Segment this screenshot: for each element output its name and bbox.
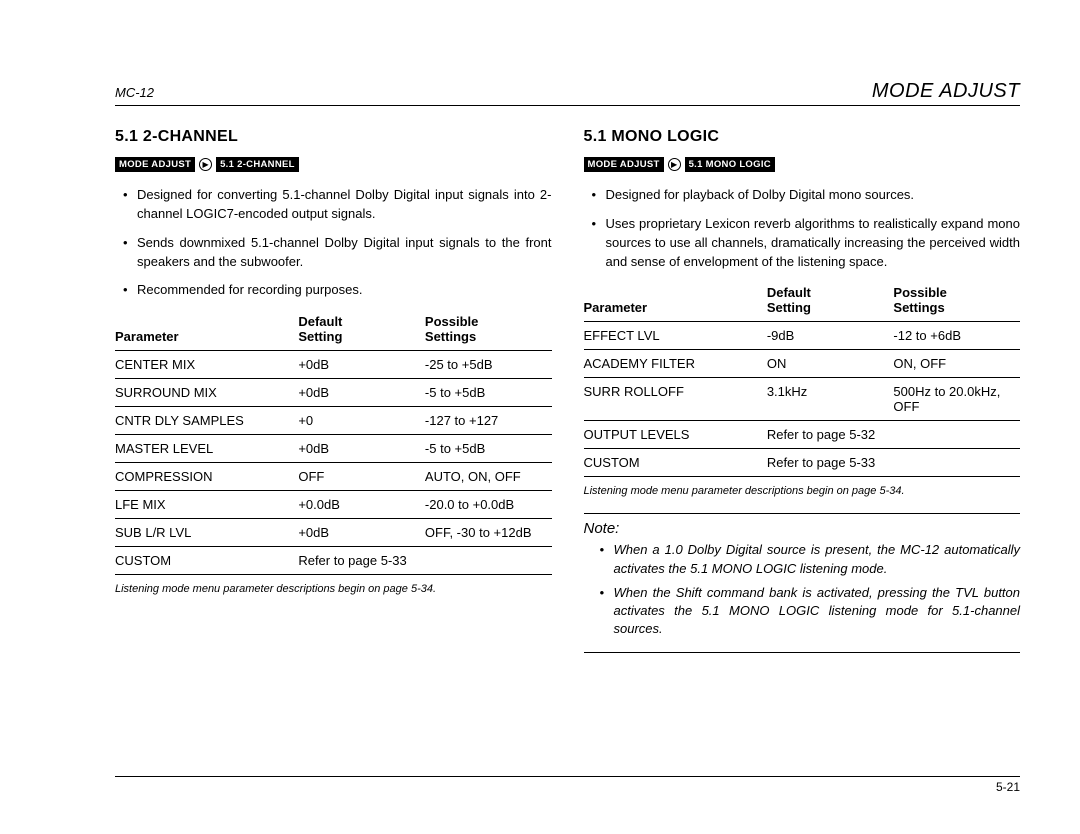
table-row: MASTER LEVEL+0dB-5 to +5dB — [115, 435, 552, 463]
cell-possible: -127 to +127 — [425, 407, 552, 435]
page-number: 5-21 — [996, 780, 1020, 794]
table-row: CNTR DLY SAMPLES+0-127 to +127 — [115, 407, 552, 435]
table-row: LFE MIX+0.0dB-20.0 to +0.0dB — [115, 491, 552, 519]
page-header: MC-12 MODE ADJUST — [115, 80, 1020, 106]
cell-default: OFF — [298, 463, 425, 491]
bullet-list-left: Designed for converting 5.1-channel Dolb… — [115, 186, 552, 300]
bullet-item: Sends downmixed 5.1-channel Dolby Digita… — [115, 234, 552, 272]
table-row: SURROUND MIX+0dB-5 to +5dB — [115, 379, 552, 407]
table-row: CENTER MIX+0dB-25 to +5dB — [115, 351, 552, 379]
breadcrumb-chip: 5.1 2-CHANNEL — [216, 157, 299, 172]
cell-parameter: CNTR DLY SAMPLES — [115, 407, 298, 435]
cell-possible: 500Hz to 20.0kHz, OFF — [893, 378, 1020, 421]
table-row: OUTPUT LEVELSRefer to page 5-32 — [584, 421, 1021, 449]
bullet-item: Designed for converting 5.1-channel Dolb… — [115, 186, 552, 224]
col-default: DefaultSetting — [767, 281, 894, 322]
cell-parameter: SURR ROLLOFF — [584, 378, 767, 421]
note-title: Note: — [584, 520, 1021, 537]
note-block: Note: When a 1.0 Dolby Digital source is… — [584, 513, 1021, 653]
table-row: CUSTOMRefer to page 5-33 — [115, 547, 552, 575]
table-row: COMPRESSIONOFFAUTO, ON, OFF — [115, 463, 552, 491]
cell-parameter: COMPRESSION — [115, 463, 298, 491]
cell-possible: AUTO, ON, OFF — [425, 463, 552, 491]
table-row: ACADEMY FILTERONON, OFF — [584, 350, 1021, 378]
cell-default: -9dB — [767, 322, 894, 350]
cell-possible: -25 to +5dB — [425, 351, 552, 379]
breadcrumb-right: MODE ADJUST ▶ 5.1 MONO LOGIC — [584, 157, 775, 172]
chevron-right-icon: ▶ — [668, 158, 681, 171]
cell-parameter: EFFECT LVL — [584, 322, 767, 350]
note-item: When a 1.0 Dolby Digital source is prese… — [584, 541, 1021, 577]
col-possible: PossibleSettings — [893, 281, 1020, 322]
cell-default: +0dB — [298, 519, 425, 547]
bullet-item: Recommended for recording purposes. — [115, 281, 552, 300]
header-section: MODE ADJUST — [872, 80, 1020, 103]
footnote-left: Listening mode menu parameter descriptio… — [115, 583, 552, 595]
table-row: CUSTOMRefer to page 5-33 — [584, 449, 1021, 477]
cell-possible: OFF, -30 to +12dB — [425, 519, 552, 547]
cell-default: +0.0dB — [298, 491, 425, 519]
breadcrumb-chip: MODE ADJUST — [115, 157, 195, 172]
bullet-item: Uses proprietary Lexicon reverb algorith… — [584, 215, 1021, 272]
cell-possible: -5 to +5dB — [425, 379, 552, 407]
cell-parameter: CUSTOM — [584, 449, 767, 477]
cell-parameter: CENTER MIX — [115, 351, 298, 379]
breadcrumb-left: MODE ADJUST ▶ 5.1 2-CHANNEL — [115, 157, 299, 172]
content-columns: 5.1 2-CHANNEL MODE ADJUST ▶ 5.1 2-CHANNE… — [115, 128, 1020, 653]
cell-parameter: LFE MIX — [115, 491, 298, 519]
parameter-table-right: Parameter DefaultSetting PossibleSetting… — [584, 281, 1021, 477]
cell-default: Refer to page 5-33 — [298, 547, 551, 575]
cell-parameter: MASTER LEVEL — [115, 435, 298, 463]
bullet-item: Designed for playback of Dolby Digital m… — [584, 186, 1021, 205]
cell-possible: -5 to +5dB — [425, 435, 552, 463]
cell-possible: -12 to +6dB — [893, 322, 1020, 350]
page-footer: 5-21 — [115, 776, 1020, 794]
table-row: SUB L/R LVL+0dBOFF, -30 to +12dB — [115, 519, 552, 547]
section-title-right: 5.1 MONO LOGIC — [584, 128, 1021, 146]
cell-parameter: SUB L/R LVL — [115, 519, 298, 547]
col-parameter: Parameter — [115, 310, 298, 351]
bullet-list-right: Designed for playback of Dolby Digital m… — [584, 186, 1021, 271]
cell-parameter: OUTPUT LEVELS — [584, 421, 767, 449]
cell-default: 3.1kHz — [767, 378, 894, 421]
cell-parameter: ACADEMY FILTER — [584, 350, 767, 378]
cell-default: ON — [767, 350, 894, 378]
cell-possible: -20.0 to +0.0dB — [425, 491, 552, 519]
note-item: When the Shift command bank is activated… — [584, 584, 1021, 639]
cell-default: Refer to page 5-33 — [767, 449, 1020, 477]
breadcrumb-chip: MODE ADJUST — [584, 157, 664, 172]
header-model: MC-12 — [115, 85, 154, 100]
breadcrumb-chip: 5.1 MONO LOGIC — [685, 157, 775, 172]
cell-default: +0dB — [298, 351, 425, 379]
col-default: DefaultSetting — [298, 310, 425, 351]
cell-possible: ON, OFF — [893, 350, 1020, 378]
cell-parameter: CUSTOM — [115, 547, 298, 575]
footnote-right: Listening mode menu parameter descriptio… — [584, 485, 1021, 497]
table-row: EFFECT LVL-9dB-12 to +6dB — [584, 322, 1021, 350]
left-column: 5.1 2-CHANNEL MODE ADJUST ▶ 5.1 2-CHANNE… — [115, 128, 552, 653]
cell-default: Refer to page 5-32 — [767, 421, 1020, 449]
table-row: SURR ROLLOFF3.1kHz500Hz to 20.0kHz, OFF — [584, 378, 1021, 421]
cell-default: +0dB — [298, 435, 425, 463]
cell-default: +0 — [298, 407, 425, 435]
col-parameter: Parameter — [584, 281, 767, 322]
parameter-table-left: Parameter DefaultSetting PossibleSetting… — [115, 310, 552, 575]
col-possible: PossibleSettings — [425, 310, 552, 351]
right-column: 5.1 MONO LOGIC MODE ADJUST ▶ 5.1 MONO LO… — [584, 128, 1021, 653]
chevron-right-icon: ▶ — [199, 158, 212, 171]
cell-parameter: SURROUND MIX — [115, 379, 298, 407]
cell-default: +0dB — [298, 379, 425, 407]
section-title-left: 5.1 2-CHANNEL — [115, 128, 552, 146]
